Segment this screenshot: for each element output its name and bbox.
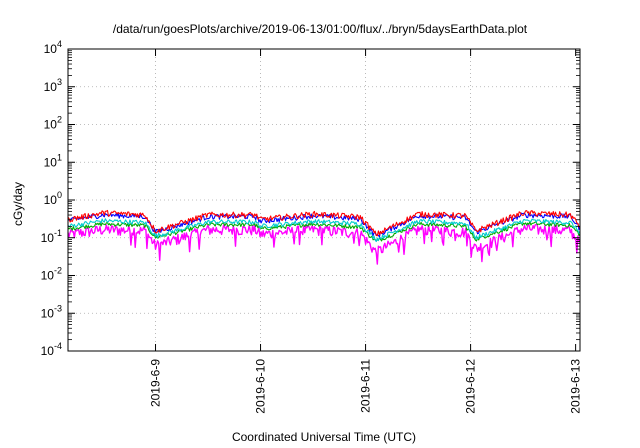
x-tick-label: 2019-6-13 [569, 359, 583, 414]
y-axis-label: cGy/day [11, 182, 25, 226]
series-line [67, 223, 581, 265]
series-line [67, 209, 581, 237]
y-tick-label: 100 [44, 190, 62, 207]
y-tick-label: 10-3 [41, 303, 62, 320]
y-tick-label: 104 [44, 39, 62, 56]
chart-title: /data/run/goesPlots/archive/2019-06-13/0… [113, 22, 528, 36]
series-line [67, 218, 581, 243]
grid-lines [68, 49, 580, 351]
x-axis: 2019-6-9 2019-6-10 2019-6-11 2019-6-12 2019-… [149, 49, 583, 414]
x-tick-label: 2019-6-10 [254, 359, 268, 414]
y-tick-label: 103 [44, 77, 62, 94]
y-tick-label: 102 [44, 115, 62, 132]
x-tick-label: 2019-6-11 [359, 359, 373, 413]
x-tick-label: 2019-6-12 [464, 359, 478, 414]
y-tick-label: 101 [44, 152, 62, 169]
x-axis-label: Coordinated Universal Time (UTC) [232, 430, 416, 444]
y-tick-label: 10-2 [41, 266, 62, 283]
y-axis: 10-4 10-3 10-2 10-1 100 101 102 103 104 [41, 39, 580, 358]
series-line [67, 221, 581, 242]
series-line [67, 212, 581, 238]
x-tick-label: 2019-6-9 [149, 359, 163, 407]
y-tick-label: 10-1 [41, 228, 62, 245]
series-group [67, 209, 581, 265]
y-tick-label: 10-4 [41, 341, 62, 358]
